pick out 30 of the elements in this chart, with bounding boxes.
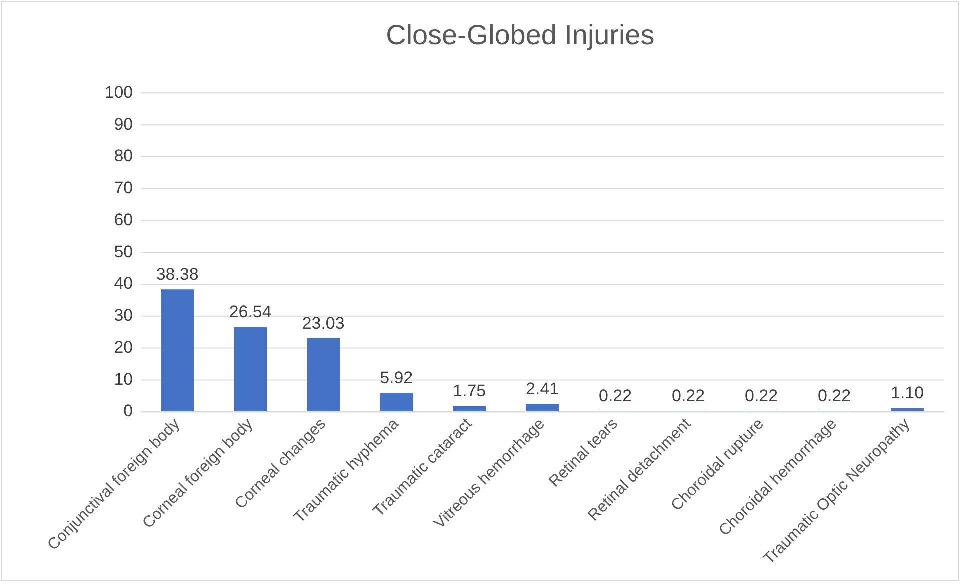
bar (307, 338, 340, 412)
y-tick-label: 0 (124, 402, 134, 421)
data-label: 0.22 (672, 386, 706, 406)
y-tick-label: 10 (114, 370, 134, 389)
y-tick-label: 60 (114, 210, 134, 230)
bar (891, 408, 924, 412)
y-tick-label: 70 (114, 178, 134, 198)
data-label: 26.54 (229, 302, 272, 322)
y-tick-label: 30 (114, 306, 134, 326)
y-tick-label: 20 (114, 338, 134, 357)
y-tick-label: 50 (114, 242, 134, 262)
bar (453, 406, 486, 412)
data-label: 0.22 (818, 386, 852, 406)
data-label: 23.03 (302, 314, 345, 333)
y-tick-label: 80 (114, 146, 134, 166)
bar (526, 404, 559, 412)
bar (380, 393, 413, 412)
data-label: 1.10 (891, 384, 924, 403)
bar (161, 290, 194, 412)
data-label: 38.38 (156, 264, 199, 284)
y-tick-label: 90 (114, 114, 134, 134)
y-tick-label: 40 (114, 274, 134, 294)
chart-title: Close-Globed Injuries (386, 19, 655, 50)
y-tick-label: 100 (104, 82, 134, 102)
data-label: 2.41 (526, 380, 560, 398)
bar (234, 327, 267, 412)
data-label: 0.22 (745, 386, 778, 406)
data-label: 0.22 (599, 386, 632, 406)
data-label: 1.75 (453, 382, 486, 401)
data-label: 5.92 (380, 368, 414, 388)
